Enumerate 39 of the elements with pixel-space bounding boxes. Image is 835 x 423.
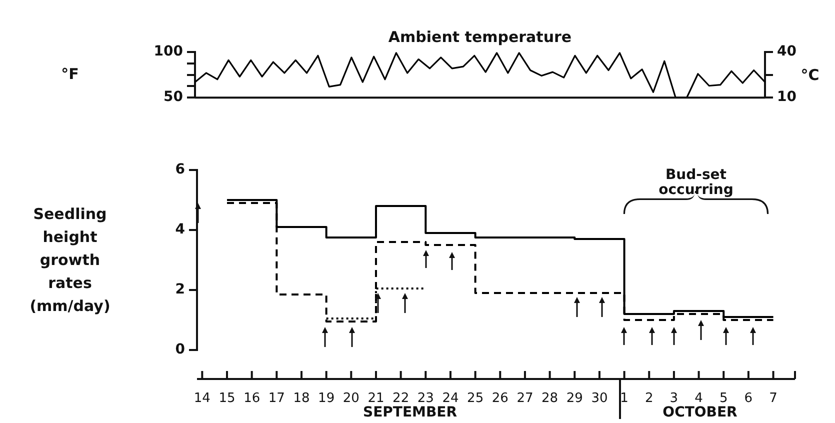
x-tick-label: 22 (392, 391, 410, 406)
x-tick-label: 26 (492, 391, 508, 406)
x-tick-label: 18 (293, 391, 310, 406)
x-tick-label: 1 (620, 391, 628, 406)
x-tick-label: 15 (218, 391, 236, 406)
x-tick-label: 14 (194, 391, 210, 406)
x-tick-label: 30 (591, 391, 608, 406)
y2-axis-title: °C (800, 66, 820, 84)
y2-tick-label: 10 (777, 89, 797, 106)
x-tick-label: 6 (744, 391, 753, 406)
x-tick-label: 29 (566, 391, 583, 406)
y-axis-title: °F (60, 64, 80, 86)
x-tick-label: 28 (542, 391, 558, 406)
y-axis-title: Seedling height growth rates (mm/day) (28, 204, 112, 316)
x-tick-label: 3 (670, 391, 678, 406)
chart-title: Ambient temperature (387, 28, 573, 46)
x-tick-label: 5 (719, 391, 728, 406)
x-tick-label: 20 (342, 391, 360, 406)
y-tick-label: 2 (175, 282, 185, 298)
x-tick-label: 7 (769, 391, 778, 406)
annotation: Bud-set occurring (658, 167, 734, 198)
x-tick-label: 23 (417, 391, 434, 406)
x-tick-label: 2 (644, 391, 654, 406)
text: OCTOBER (662, 404, 738, 421)
x-tick-label: 24 (442, 391, 459, 406)
y-tick-label: 0 (175, 342, 186, 358)
y-tick-label: 50 (164, 89, 184, 106)
x-tick-label: 25 (467, 391, 484, 406)
y-tick-label: 4 (175, 222, 186, 238)
x-tick-label: 16 (244, 391, 260, 406)
x-tick-label: 19 (318, 391, 335, 406)
y-tick-label: 100 (154, 44, 184, 60)
text: SEPTEMBER (363, 404, 458, 421)
x-tick-label: 4 (694, 391, 703, 406)
x-tick-label: 27 (516, 391, 534, 406)
x-tick-label: 17 (268, 391, 285, 406)
y2-tick-label: 40 (777, 44, 797, 60)
x-tick-label: 21 (368, 391, 384, 406)
y-tick-label: 6 (175, 162, 185, 178)
